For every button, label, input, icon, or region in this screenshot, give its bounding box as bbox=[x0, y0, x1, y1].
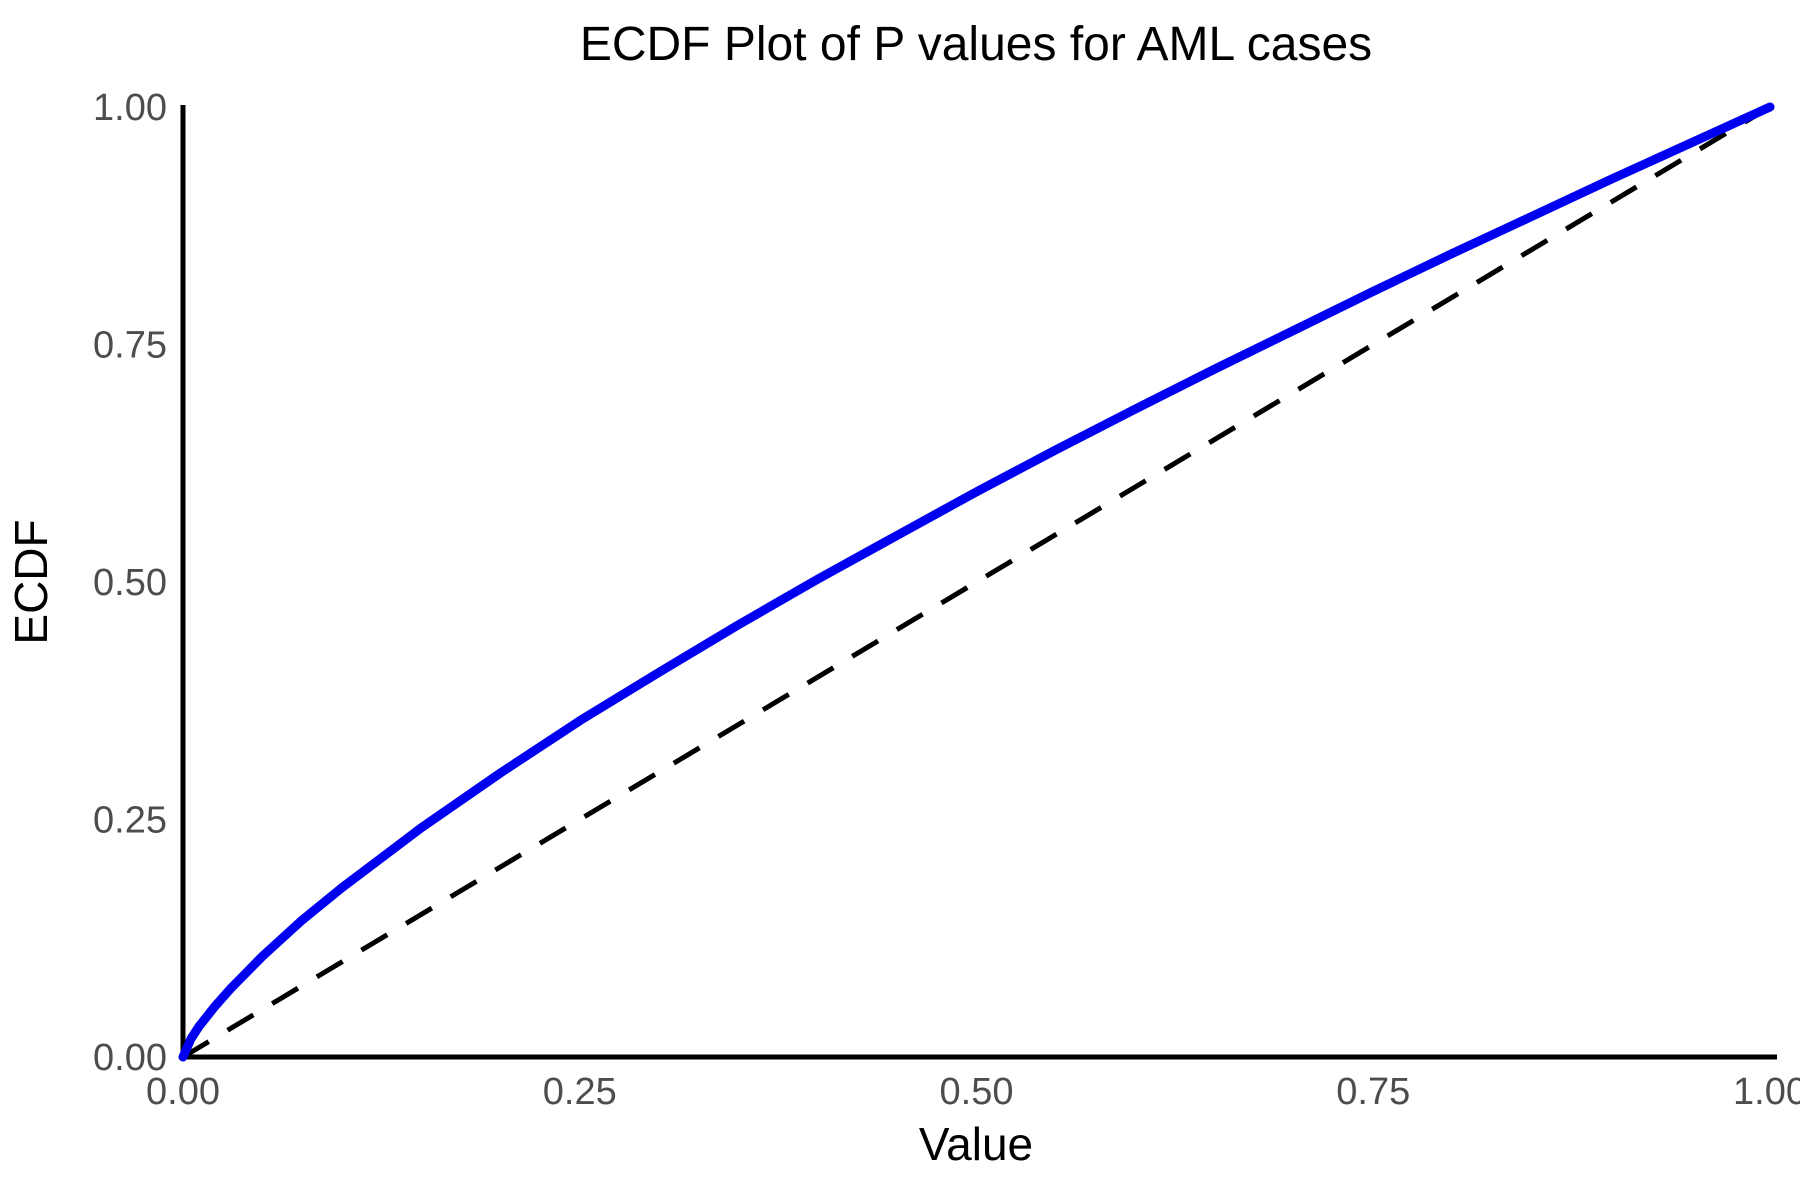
x-tick-label: 0.25 bbox=[543, 1071, 617, 1113]
chart-title: ECDF Plot of P values for AML cases bbox=[580, 18, 1372, 71]
x-tick-label: 0.50 bbox=[940, 1071, 1014, 1113]
x-tick-label: 1.00 bbox=[1733, 1071, 1800, 1113]
x-axis-title: Value bbox=[919, 1118, 1033, 1170]
y-tick-label: 1.00 bbox=[93, 87, 167, 129]
x-tick-label: 0.00 bbox=[146, 1071, 220, 1113]
y-axis-tick-labels: 0.00 0.25 0.50 0.75 1.00 bbox=[93, 87, 167, 1079]
y-tick-label: 0.00 bbox=[93, 1037, 167, 1079]
y-tick-label: 0.25 bbox=[93, 800, 167, 842]
x-axis-tick-labels: 0.00 0.25 0.50 0.75 1.00 bbox=[146, 1071, 1800, 1113]
reference-diagonal-line bbox=[181, 104, 1772, 1060]
y-tick-label: 0.75 bbox=[93, 325, 167, 367]
y-axis-title: ECDF bbox=[5, 519, 57, 644]
ecdf-curve-line bbox=[178, 102, 1775, 1062]
y-tick-label: 0.50 bbox=[93, 562, 167, 604]
x-tick-label: 0.75 bbox=[1336, 1071, 1410, 1113]
